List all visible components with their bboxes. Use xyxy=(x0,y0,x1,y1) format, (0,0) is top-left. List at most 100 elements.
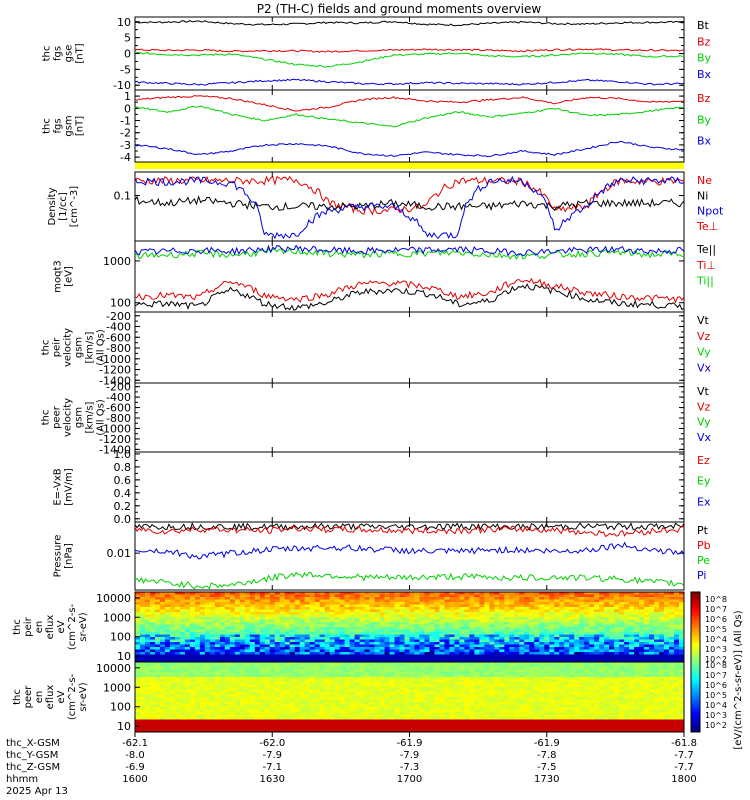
spec-cell xyxy=(669,599,675,603)
spec-cell xyxy=(539,609,545,613)
legend-Pb: Pb xyxy=(697,539,711,552)
spec-cell xyxy=(159,622,166,625)
spec-cell xyxy=(489,647,495,650)
spec-cell xyxy=(664,622,670,625)
spec-cell xyxy=(554,607,560,610)
spec-cell xyxy=(154,684,161,688)
spec-cell xyxy=(339,614,346,618)
spec-cell xyxy=(404,662,410,665)
spec-cell xyxy=(259,682,266,685)
spec-cell xyxy=(449,627,455,630)
spec-cell xyxy=(149,617,156,620)
spec-cell xyxy=(624,642,630,645)
spec-cell xyxy=(254,607,261,610)
spec-cell xyxy=(289,639,296,643)
spec-cell xyxy=(509,657,515,660)
spec-cell xyxy=(559,632,565,635)
spec-cell xyxy=(234,592,241,595)
spec-cell xyxy=(284,644,291,648)
spec-cell xyxy=(474,687,480,690)
spec-cell xyxy=(264,694,271,698)
spec-cell xyxy=(499,679,505,683)
spec-cell xyxy=(664,684,670,688)
spec-cell xyxy=(564,637,570,640)
spec-cell xyxy=(484,609,490,613)
spec-cell xyxy=(199,607,206,610)
spec-cell xyxy=(204,634,211,638)
spec-cell xyxy=(189,594,196,598)
spec-cell xyxy=(529,669,535,673)
spec-cell xyxy=(459,612,465,615)
spec-cell xyxy=(369,594,375,598)
spec-cell xyxy=(419,654,425,658)
spec-cell xyxy=(359,689,365,693)
spec-cell xyxy=(344,604,351,608)
spec-cell xyxy=(494,592,500,595)
spec-cell xyxy=(344,597,351,600)
spec-cell xyxy=(649,634,655,638)
spec-cell xyxy=(359,677,365,680)
spec-cell xyxy=(314,659,321,663)
spec-cell xyxy=(564,612,570,615)
spec-cell xyxy=(279,599,286,603)
spec-cell xyxy=(594,644,600,648)
spec-cell xyxy=(149,609,156,613)
spec-cell xyxy=(294,602,301,605)
spec-cell xyxy=(159,692,166,695)
spec-cell xyxy=(624,667,630,670)
spec-cell xyxy=(439,654,445,658)
spec-cell xyxy=(444,627,450,630)
spec-cell xyxy=(399,652,405,655)
spec-cell xyxy=(344,682,351,685)
spec-cell xyxy=(379,692,385,695)
spec-cell xyxy=(659,657,665,660)
spec-cell xyxy=(234,682,241,685)
spec-cell xyxy=(384,677,390,680)
spec-cell xyxy=(374,609,380,613)
spec-cell xyxy=(609,604,615,608)
spec-cell xyxy=(424,634,430,638)
spec-cell xyxy=(244,664,251,668)
spec-cell xyxy=(589,634,595,638)
spec-cell xyxy=(444,624,450,628)
spec-cell xyxy=(574,662,580,665)
spec-cell xyxy=(384,617,390,620)
spec-cell xyxy=(239,679,246,683)
spec-cell xyxy=(214,684,221,688)
spec-cell xyxy=(409,637,415,640)
spec-cell xyxy=(404,627,410,630)
spec-cell xyxy=(319,689,326,693)
spec-cell xyxy=(604,617,610,620)
spec-cell xyxy=(274,689,281,693)
spec-cell xyxy=(589,654,595,658)
spec-cell xyxy=(159,604,166,608)
spec-cell xyxy=(434,674,440,678)
spec-cell xyxy=(289,682,296,685)
spec-cell xyxy=(584,637,590,640)
spec-cell xyxy=(534,624,540,628)
spec-cell xyxy=(374,599,380,603)
spec-cell xyxy=(529,642,535,645)
spec-cell xyxy=(409,674,415,678)
spec-cell xyxy=(604,602,610,605)
spec-cell xyxy=(299,674,306,678)
spec-cell xyxy=(429,639,435,643)
spec-cell xyxy=(359,674,365,678)
spec-cell xyxy=(329,594,336,598)
spec-cell xyxy=(594,624,600,628)
spec-cell xyxy=(164,647,171,650)
spec-cell xyxy=(154,624,161,628)
spec-cell xyxy=(539,594,545,598)
spec-cell xyxy=(199,664,206,668)
spec-cell xyxy=(229,594,236,598)
spec-cell xyxy=(544,654,550,658)
spec-cell xyxy=(669,627,675,630)
spec-cell xyxy=(309,617,316,620)
spec-cell xyxy=(479,659,485,663)
spec-cell xyxy=(579,637,585,640)
spec-cell xyxy=(209,689,216,693)
spec-cell xyxy=(474,634,480,638)
spec-cell xyxy=(254,672,261,675)
spec-cell xyxy=(359,637,365,640)
spec-cell xyxy=(404,612,410,615)
